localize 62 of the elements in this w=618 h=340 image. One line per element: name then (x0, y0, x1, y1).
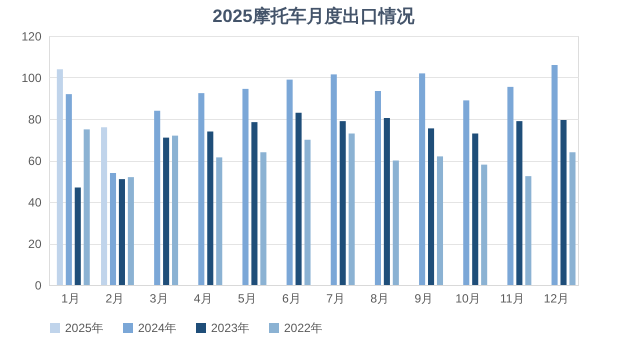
bar (374, 90, 381, 285)
bar (154, 110, 160, 285)
bar (525, 176, 532, 285)
bar (207, 131, 214, 285)
bar (251, 122, 258, 285)
y-tick-label: 0 (34, 278, 42, 292)
bar (472, 134, 478, 285)
bar (172, 136, 178, 285)
bar (569, 152, 576, 285)
bar (507, 86, 514, 285)
bar (118, 179, 125, 285)
legend-label: 2025年 (65, 321, 104, 335)
bar (110, 172, 116, 285)
bar (198, 93, 204, 285)
y-tick-label: 40 (28, 196, 42, 210)
y-tick-label: 60 (28, 154, 42, 168)
y-tick-label: 100 (21, 71, 42, 85)
bar (101, 127, 108, 285)
bar (74, 187, 81, 285)
bar (296, 112, 302, 285)
x-tick-label: 8月 (370, 292, 390, 306)
bar (260, 152, 266, 285)
bar (463, 100, 470, 285)
bar (84, 129, 90, 285)
bar (481, 164, 488, 285)
x-tick-label: 2月 (105, 292, 124, 306)
y-tick-label: 120 (21, 30, 42, 44)
legend-label: 2023年 (211, 321, 250, 335)
bar (128, 177, 134, 285)
x-tick-label: 10月 (455, 292, 481, 306)
x-tick-label: 9月 (414, 292, 434, 306)
bar (286, 80, 293, 285)
bar (56, 69, 63, 285)
bar (552, 65, 558, 285)
x-tick-label: 7月 (326, 292, 345, 306)
x-tick-label: 11月 (500, 292, 524, 306)
bar (163, 138, 170, 285)
x-tick-label: 4月 (194, 292, 212, 306)
bar (242, 88, 249, 285)
bar (419, 73, 426, 285)
bar (304, 140, 311, 285)
bar (436, 156, 444, 285)
x-tick-label: 1月 (61, 292, 80, 306)
bar (340, 121, 346, 285)
bar (516, 121, 522, 285)
x-tick-label: 12月 (544, 292, 570, 306)
x-tick-label: 3月 (150, 292, 168, 306)
bar (384, 118, 390, 285)
bar (330, 74, 337, 285)
x-tick-label: 5月 (238, 292, 257, 306)
bar (348, 134, 355, 285)
bar (216, 157, 222, 285)
y-tick-label: 80 (28, 112, 42, 126)
bar (392, 160, 399, 285)
legend-label: 2024年 (138, 321, 177, 335)
legend-label: 2022年 (284, 321, 323, 335)
bar (66, 94, 72, 285)
bar (428, 128, 434, 285)
chart-title: 2025摩托车月度出口情况 (212, 6, 416, 26)
bar (560, 120, 567, 285)
x-tick-label: 6月 (282, 292, 301, 306)
y-tick-label: 20 (28, 237, 42, 251)
